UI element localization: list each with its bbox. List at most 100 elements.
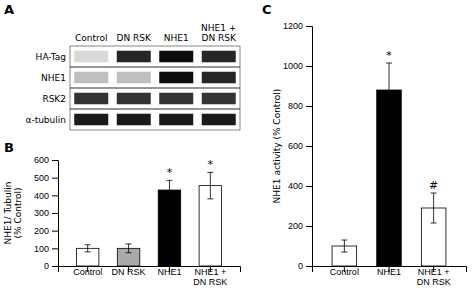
error-bar-stem xyxy=(128,244,129,253)
text-line: DN RSK xyxy=(417,277,451,287)
y-tick: 200 xyxy=(34,226,58,236)
y-tick-mark xyxy=(306,26,312,27)
panel-label: A xyxy=(4,2,14,17)
blot-band xyxy=(117,93,151,105)
error-bar xyxy=(126,244,132,253)
error-bar-cap xyxy=(431,223,437,224)
error-bar-cap xyxy=(431,193,437,194)
blot-band xyxy=(74,51,108,63)
panel-label: C xyxy=(262,2,272,17)
row-label: HA-Tag xyxy=(36,52,66,62)
error-bar-cap xyxy=(126,252,132,253)
x-tick-label: NHE1 +DN RSK xyxy=(417,267,451,287)
error-bar-cap xyxy=(166,180,172,181)
annotation: # xyxy=(429,179,438,192)
blot-band xyxy=(202,114,236,126)
error-bar-cap xyxy=(341,252,347,253)
blot: ControlDN RSKNHE1NHE1 +DN RSKHA-TagNHE1R… xyxy=(25,23,240,130)
y-tick-mark xyxy=(306,266,312,267)
text-line: NHE1 + xyxy=(194,267,226,277)
bar xyxy=(158,190,180,266)
y-tick-label: 600 xyxy=(288,141,303,151)
x-tick: NHE1 +DN RSK xyxy=(417,266,451,287)
y-tick: 500 xyxy=(34,173,58,183)
x-tick: NHE1 +DN RSK xyxy=(193,266,227,287)
annotation: * xyxy=(167,166,173,179)
text-line: NHE1 xyxy=(157,267,181,277)
error-bar-cap xyxy=(166,199,172,200)
x-tick: Control xyxy=(330,266,359,277)
y-tick-label: 600 xyxy=(34,155,49,165)
error-bar xyxy=(166,180,172,199)
blot-row-frame xyxy=(70,67,240,88)
figure: AControlDN RSKNHE1NHE1 +DN RSKHA-TagNHE1… xyxy=(0,0,474,303)
y-tick-mark xyxy=(306,186,312,187)
y-tick: 600 xyxy=(288,141,312,151)
blot-band xyxy=(117,51,151,63)
y-tick: 300 xyxy=(34,208,58,218)
y-tick-mark xyxy=(306,146,312,147)
x-tick: Control xyxy=(73,266,102,277)
y-tick-label: 0 xyxy=(298,261,303,271)
text-line: Control xyxy=(73,267,102,277)
y-tick: 800 xyxy=(288,101,312,111)
row-label: NHE1 xyxy=(41,73,66,83)
y-tick: 0 xyxy=(44,261,58,271)
y-tick-label: 200 xyxy=(288,221,303,231)
y-axis: 0 100 200 300 400 500 600 xyxy=(34,155,59,271)
y-tick: 1000 xyxy=(283,61,312,71)
y-tick: 600 xyxy=(34,155,58,165)
y-tick: 1200 xyxy=(283,21,312,31)
text-line: Control xyxy=(330,267,359,277)
error-bar xyxy=(386,63,392,117)
y-tick-mark xyxy=(52,160,58,161)
y-tick-label: 1000 xyxy=(283,61,303,71)
y-tick-mark xyxy=(52,178,58,179)
error-bar xyxy=(341,240,347,252)
x-axis: Control NHE1 NHE1 +DN RSK xyxy=(313,266,467,287)
blot-band xyxy=(117,114,151,126)
column-label: NHE1 +DN RSK xyxy=(201,23,237,43)
text-line: NHE1 activity (% Control) xyxy=(272,89,282,204)
blot-band xyxy=(74,114,108,126)
blot-band xyxy=(159,93,193,105)
annotation: * xyxy=(208,158,214,171)
error-bar-stem xyxy=(389,63,390,117)
blot-band xyxy=(159,72,193,84)
error-bar-cap xyxy=(85,251,91,252)
error-bar-cap xyxy=(386,117,392,118)
text-line: DN RSK xyxy=(117,33,152,43)
blot-band xyxy=(202,72,236,84)
error-bar xyxy=(431,193,437,223)
y-tick-mark xyxy=(52,231,58,232)
x-tick-label: Control xyxy=(330,267,359,277)
x-tick-label: NHE1 +DN RSK xyxy=(193,267,227,287)
error-bar-cap xyxy=(207,172,213,173)
text-line: NHE1 xyxy=(164,33,189,43)
error-bar-cap xyxy=(126,243,132,244)
y-tick-mark xyxy=(52,248,58,249)
y-tick-mark xyxy=(52,195,58,196)
error-bar xyxy=(85,245,91,252)
annotation: * xyxy=(386,49,392,62)
blot-band xyxy=(202,93,236,105)
text-line: NHE1/ Tubulin xyxy=(3,182,13,245)
y-axis-title: NHE1/ Tubulin(% Control) xyxy=(3,182,23,245)
text-line: NHE1 xyxy=(377,267,401,277)
y-tick: 400 xyxy=(288,181,312,191)
x-tick-label: NHE1 xyxy=(377,267,401,277)
y-tick-label: 400 xyxy=(34,191,49,201)
text-line: (% Control) xyxy=(13,188,23,239)
y-tick-mark xyxy=(52,266,58,267)
y-axis-line xyxy=(52,161,59,267)
blot-band xyxy=(117,72,151,84)
blot-band xyxy=(159,51,193,63)
text-line: DN RSK xyxy=(112,267,146,277)
blot-band xyxy=(74,72,108,84)
y-tick-label: 100 xyxy=(34,244,49,254)
y-tick-label: 400 xyxy=(288,181,303,191)
y-tick: 200 xyxy=(288,221,312,231)
error-bar-stem xyxy=(169,180,170,199)
y-tick-label: 300 xyxy=(34,208,49,218)
error-bar-stem xyxy=(433,193,434,223)
